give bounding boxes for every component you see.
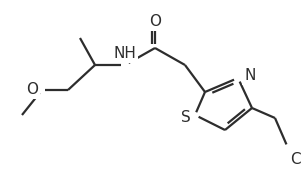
- Text: NH: NH: [114, 46, 137, 61]
- Text: O: O: [149, 14, 161, 29]
- Text: O: O: [26, 83, 38, 97]
- Text: S: S: [181, 110, 191, 125]
- Text: S: S: [181, 110, 191, 125]
- Text: NH: NH: [114, 46, 137, 61]
- Text: N: N: [244, 68, 255, 83]
- Text: O: O: [26, 83, 38, 97]
- Text: Cl: Cl: [290, 152, 302, 167]
- Text: N: N: [244, 68, 255, 83]
- Text: O: O: [149, 14, 161, 29]
- Text: Cl: Cl: [290, 152, 302, 167]
